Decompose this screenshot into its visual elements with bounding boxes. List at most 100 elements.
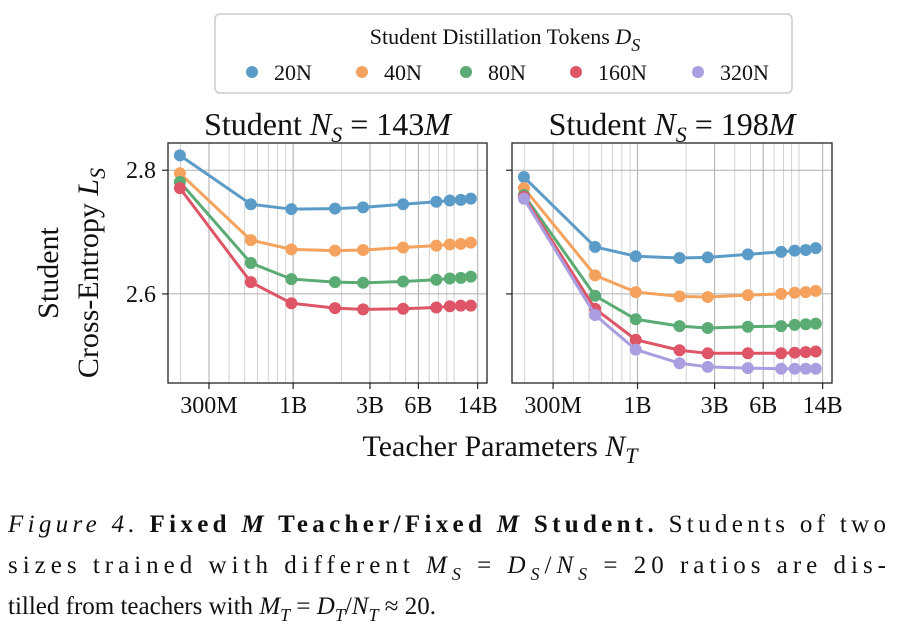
data-point: [464, 270, 477, 283]
text-part: T: [368, 605, 380, 625]
data-point: [285, 297, 298, 310]
data-point: [809, 317, 822, 330]
data-point: [285, 273, 298, 286]
text-part: N: [351, 593, 370, 620]
data-point: [173, 167, 186, 180]
x-tick-label: 1B: [279, 393, 307, 419]
data-point: [454, 271, 467, 284]
caption-line: Figure 4. Fixed M Teacher/Fixed M Studen…: [7, 511, 886, 538]
data-point: [517, 171, 530, 184]
data-point: [464, 192, 477, 205]
y-axis-label: Cross-Entropy LS: [72, 168, 110, 378]
data-point: [244, 257, 257, 269]
plot-frame: [511, 142, 833, 384]
text-part: Students of two: [658, 511, 886, 538]
legend-label: 40N: [384, 60, 422, 85]
text-part: N: [653, 106, 677, 142]
data-point: [443, 238, 456, 251]
panel-title: Student NS = 198M: [549, 106, 798, 147]
y-tick-label: 2.8: [126, 158, 156, 184]
data-point: [788, 346, 801, 359]
data-point: [357, 201, 370, 214]
text-part: M: [496, 511, 520, 538]
data-point: [629, 333, 642, 346]
text-part: M: [423, 106, 453, 142]
legend-label: 320N: [720, 60, 769, 85]
data-point: [357, 244, 370, 257]
x-tick-label: 14B: [458, 393, 498, 419]
data-point: [741, 320, 754, 333]
caption-line: tilled from teachers with MT = DT/NT ≈ 2…: [8, 593, 436, 625]
text-part: S: [531, 564, 540, 584]
text-part: N: [309, 106, 333, 142]
legend-marker: [246, 66, 258, 78]
series-line: [522, 187, 816, 299]
data-point: [809, 242, 822, 255]
data-point: [285, 243, 298, 256]
data-point: [357, 276, 370, 289]
legend-marker: [356, 66, 368, 78]
legend-title: Student Distillation Tokens DS: [370, 24, 640, 55]
data-point: [741, 362, 754, 375]
x-axis-label: Teacher Parameters NT: [362, 430, 639, 468]
data-point: [443, 194, 456, 207]
data-point: [788, 244, 801, 257]
text-part: T: [625, 443, 639, 468]
data-point: [329, 202, 342, 215]
series-line: [178, 180, 472, 285]
data-point: [430, 239, 443, 252]
data-point: [589, 289, 602, 302]
text-part: S: [676, 122, 687, 147]
data-point: [329, 244, 342, 257]
data-point: [629, 250, 642, 263]
text-part: ≈ 20.: [379, 593, 436, 620]
data-point: [454, 237, 467, 250]
text-part: Student Distillation Tokens: [370, 24, 616, 49]
data-point: [454, 193, 467, 206]
x-tick-label: 300M: [180, 393, 237, 419]
x-tick-label: 1B: [624, 393, 652, 419]
legend-label: 80N: [488, 60, 526, 85]
panel-title: Student NS = 143M: [204, 106, 453, 147]
data-point: [357, 303, 370, 316]
series-line: [178, 187, 471, 311]
text-part: Student: [204, 106, 310, 142]
data-point: [173, 182, 186, 195]
data-point: [430, 301, 443, 314]
data-point: [775, 320, 788, 333]
x-tick-label: 6B: [404, 393, 432, 419]
series-line: [179, 154, 472, 211]
data-point: [517, 192, 530, 205]
y-axis-label: Student: [32, 227, 65, 319]
data-point: [741, 347, 754, 360]
x-tick-label: 3B: [356, 393, 384, 419]
data-point: [701, 360, 714, 373]
data-point: [799, 318, 812, 331]
data-point: [244, 276, 257, 289]
text-part: S: [85, 168, 110, 179]
data-point: [173, 149, 186, 162]
data-point: [397, 275, 410, 288]
data-point: [799, 346, 812, 359]
text-part: D: [316, 593, 335, 620]
data-point: [629, 313, 642, 326]
text-part: M: [258, 593, 281, 620]
data-point: [673, 320, 686, 333]
data-point: [443, 272, 456, 285]
text-part: L: [72, 179, 105, 197]
text-part: D: [506, 552, 525, 579]
text-part: M: [425, 552, 448, 579]
data-point: [589, 240, 602, 253]
data-point: [775, 245, 788, 258]
data-point: [775, 362, 788, 375]
data-point: [701, 347, 714, 360]
data-point: [673, 252, 686, 265]
text-part: Fixed: [139, 511, 237, 538]
x-tick-label: 300M: [524, 393, 581, 419]
legend-label: 20N: [274, 60, 312, 85]
x-tick-label: 14B: [803, 393, 843, 419]
text-part: =: [290, 593, 317, 620]
x-tick-label: 3B: [701, 393, 729, 419]
